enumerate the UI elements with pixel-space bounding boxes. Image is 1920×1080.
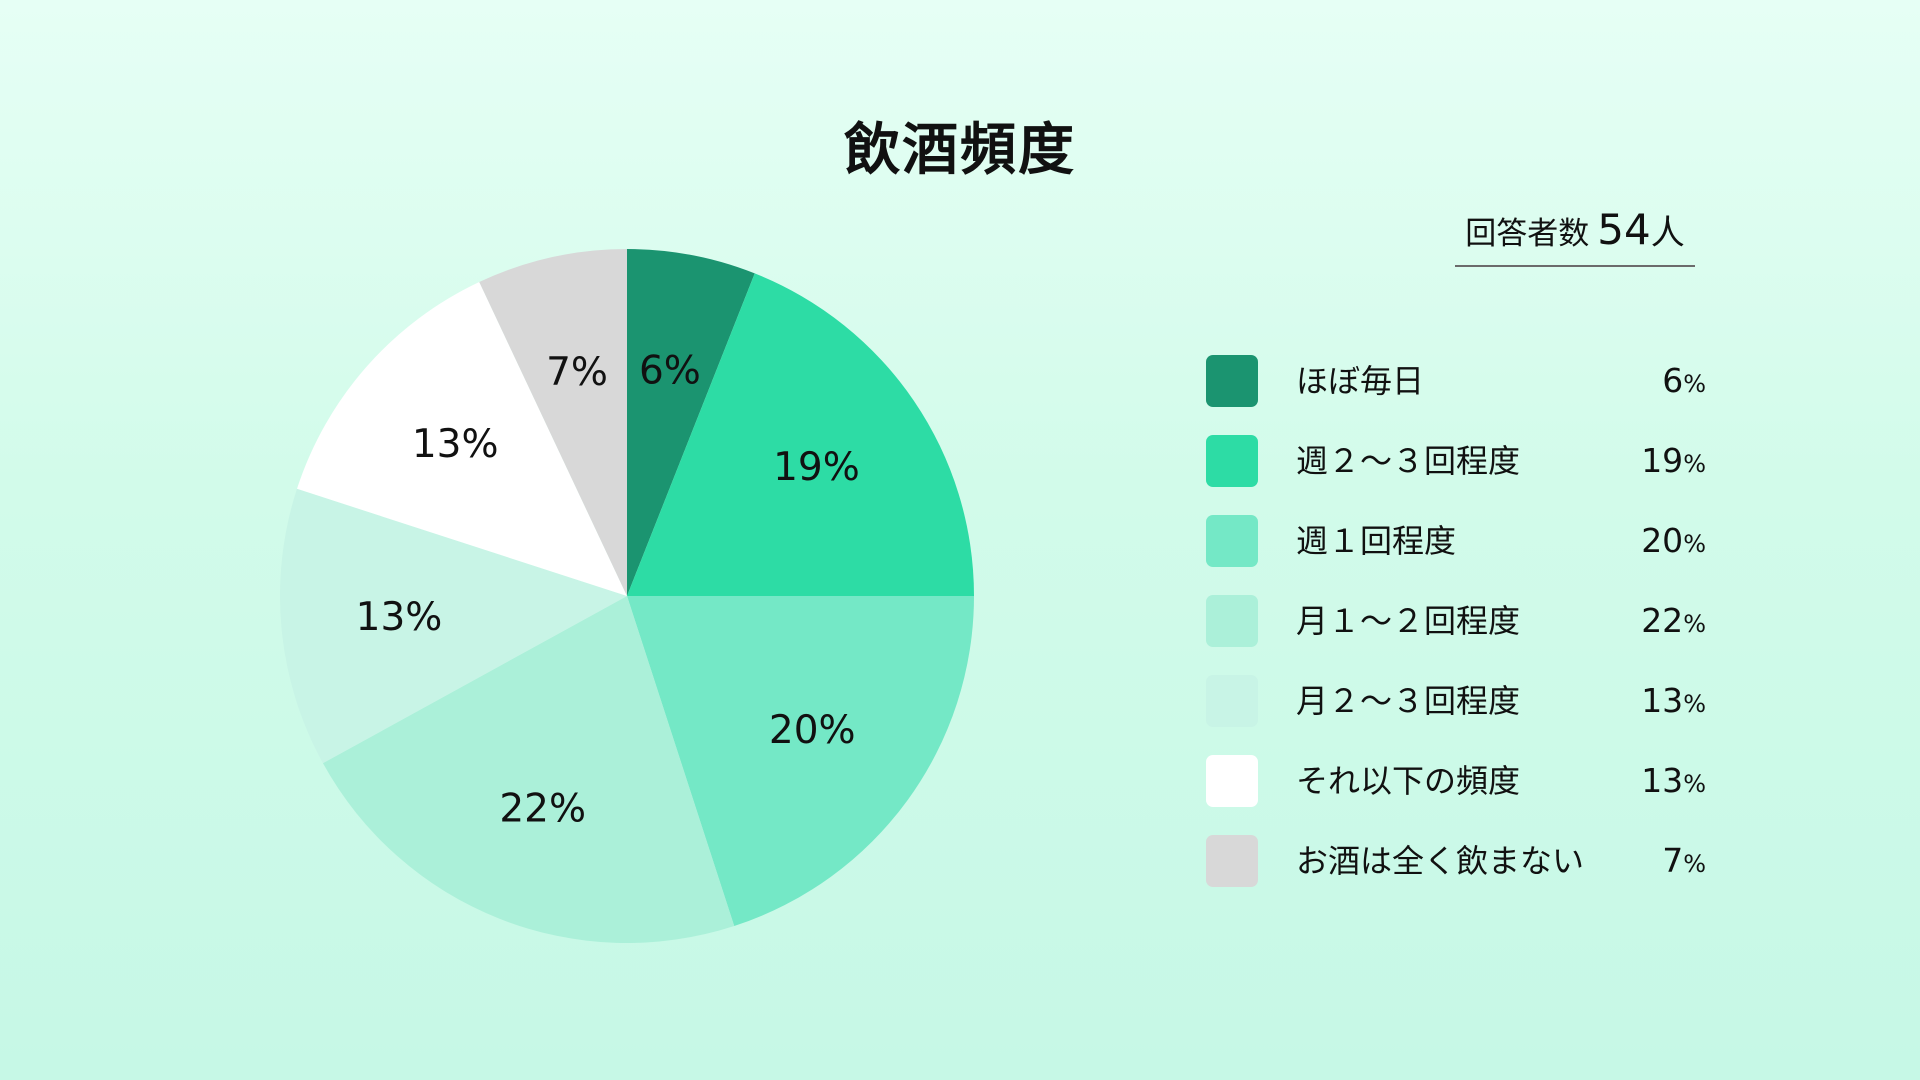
respondent-count-unit: 人: [1650, 213, 1685, 253]
legend-value-number: 6: [1662, 361, 1684, 400]
pie-slice: [322, 596, 735, 943]
legend-label: お酒は全く飲まない: [1296, 842, 1585, 880]
slice-data-label: 13%: [412, 422, 499, 467]
legend-value-number: 13: [1641, 761, 1684, 800]
legend-swatch: [1206, 515, 1258, 567]
slice-data-label: 7%: [546, 350, 608, 395]
legend-item: それ以下の頻度 13%: [1206, 755, 1706, 835]
respondent-count-label: 回答者数: [1465, 216, 1590, 252]
slice-data-label: 22%: [499, 786, 586, 831]
legend-swatch: [1206, 835, 1258, 887]
slice-data-label: 19%: [773, 445, 860, 490]
legend-swatch: [1206, 595, 1258, 647]
pie-slice: [280, 488, 627, 764]
legend-value-number: 20: [1641, 521, 1684, 560]
legend-value-unit: %: [1683, 690, 1706, 718]
legend-value-unit: %: [1683, 850, 1706, 878]
legend-item: 週２～３回程度 19%: [1206, 435, 1706, 515]
legend-value: 13%: [1641, 679, 1706, 726]
legend-swatch: [1206, 355, 1258, 407]
legend: ほぼ毎日 6% 週２～３回程度 19% 週１回程度 20% 月１～２回程度 22…: [1206, 355, 1706, 915]
pie-slice: [296, 282, 627, 596]
legend-label: 週１回程度: [1296, 522, 1457, 560]
legend-value: 7%: [1662, 839, 1706, 886]
legend-value: 19%: [1641, 439, 1706, 486]
legend-item: 月１～２回程度 22%: [1206, 595, 1706, 675]
legend-value: 20%: [1641, 519, 1706, 566]
pie-slice: [627, 596, 974, 927]
pie-slice: [627, 273, 974, 596]
legend-item: 月２～３回程度 13%: [1206, 675, 1706, 755]
chart-title: 飲酒頻度: [844, 118, 1076, 183]
legend-label: ほぼ毎日: [1296, 362, 1425, 400]
legend-value: 6%: [1662, 359, 1706, 406]
slice-data-label: 6%: [639, 349, 701, 394]
legend-label: 月１～２回程度: [1296, 602, 1521, 640]
legend-swatch: [1206, 435, 1258, 487]
legend-value-unit: %: [1683, 610, 1706, 638]
pie-slice: [479, 249, 627, 596]
legend-value-number: 13: [1641, 681, 1684, 720]
slice-data-label: 20%: [769, 708, 856, 753]
legend-value-unit: %: [1683, 450, 1706, 478]
legend-label: 週２～３回程度: [1296, 442, 1521, 480]
legend-label: 月２～３回程度: [1296, 682, 1521, 720]
legend-swatch: [1206, 755, 1258, 807]
legend-value: 22%: [1641, 599, 1706, 646]
legend-swatch: [1206, 675, 1258, 727]
legend-value: 13%: [1641, 759, 1706, 806]
legend-value-unit: %: [1683, 530, 1706, 558]
respondent-count: 回答者数 54人: [1455, 205, 1695, 267]
legend-value-number: 19: [1641, 441, 1684, 480]
pie-slice: [627, 249, 755, 596]
legend-value-number: 7: [1662, 841, 1684, 880]
legend-item: 週１回程度 20%: [1206, 515, 1706, 595]
respondent-count-value: 54: [1597, 205, 1651, 254]
legend-item: ほぼ毎日 6%: [1206, 355, 1706, 435]
legend-label: それ以下の頻度: [1296, 762, 1521, 800]
legend-value-unit: %: [1683, 370, 1706, 398]
legend-item: お酒は全く飲まない 7%: [1206, 835, 1706, 915]
legend-value-number: 22: [1641, 601, 1684, 640]
slice-data-label: 13%: [356, 595, 443, 640]
legend-value-unit: %: [1683, 770, 1706, 798]
